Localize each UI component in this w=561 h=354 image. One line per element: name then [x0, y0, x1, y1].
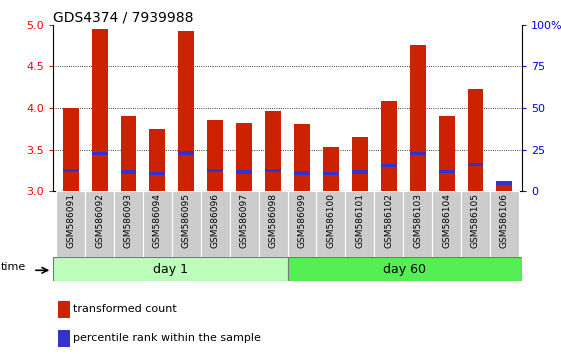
Bar — [178, 30, 194, 191]
Bar — [114, 191, 143, 257]
Text: day 1: day 1 — [153, 263, 188, 275]
Text: GDS4374 / 7939988: GDS4374 / 7939988 — [53, 11, 194, 25]
Bar — [288, 191, 316, 257]
Bar — [439, 170, 454, 173]
Text: GSM586093: GSM586093 — [124, 193, 133, 248]
Bar — [374, 191, 403, 257]
Bar — [323, 147, 339, 191]
Bar — [287, 257, 522, 281]
Bar — [346, 191, 374, 257]
Text: GSM586101: GSM586101 — [355, 193, 364, 248]
Text: day 60: day 60 — [383, 263, 426, 275]
Text: GSM586105: GSM586105 — [471, 193, 480, 248]
Bar — [63, 108, 79, 191]
Bar — [461, 191, 490, 257]
Bar — [352, 137, 368, 191]
Text: GSM586104: GSM586104 — [442, 193, 451, 248]
Bar — [381, 164, 397, 167]
Bar — [58, 301, 70, 318]
Bar — [56, 191, 85, 257]
Bar — [53, 257, 287, 281]
Bar — [149, 172, 165, 175]
Text: GSM586096: GSM586096 — [211, 193, 220, 248]
Text: time: time — [1, 262, 26, 272]
Text: GSM586092: GSM586092 — [95, 193, 104, 248]
Bar — [236, 170, 252, 174]
Bar — [229, 191, 259, 257]
Bar — [410, 152, 426, 155]
Bar — [63, 169, 79, 172]
Bar — [121, 116, 136, 191]
Bar — [178, 151, 194, 155]
Bar — [207, 120, 223, 191]
Bar — [410, 45, 426, 191]
Text: transformed count: transformed count — [73, 304, 177, 314]
Text: GSM586103: GSM586103 — [413, 193, 422, 248]
Bar — [172, 191, 201, 257]
Text: GSM586100: GSM586100 — [327, 193, 335, 248]
Bar — [85, 191, 114, 257]
Bar — [265, 111, 281, 191]
Bar — [236, 123, 252, 191]
Bar — [381, 101, 397, 191]
Bar — [316, 191, 346, 257]
Bar — [143, 191, 172, 257]
Bar — [439, 116, 454, 191]
Bar — [201, 191, 229, 257]
Text: GSM586098: GSM586098 — [269, 193, 278, 248]
Text: GSM586097: GSM586097 — [240, 193, 249, 248]
Bar — [352, 170, 368, 174]
Bar — [149, 129, 165, 191]
Bar — [467, 89, 484, 191]
Bar — [294, 171, 310, 175]
Bar — [403, 191, 432, 257]
Bar — [207, 169, 223, 172]
Text: GSM586094: GSM586094 — [153, 193, 162, 248]
Text: GSM586099: GSM586099 — [297, 193, 306, 248]
Bar — [91, 29, 108, 191]
Text: GSM586091: GSM586091 — [66, 193, 75, 248]
Bar — [294, 124, 310, 191]
Bar — [496, 181, 512, 184]
Text: percentile rank within the sample: percentile rank within the sample — [73, 333, 261, 343]
Bar — [496, 183, 512, 191]
Bar — [432, 191, 461, 257]
Bar — [121, 170, 136, 174]
Bar — [323, 172, 339, 175]
Bar — [91, 152, 108, 155]
Bar — [490, 191, 519, 257]
Bar — [265, 169, 281, 172]
Bar — [58, 330, 70, 347]
Bar — [467, 163, 484, 166]
Text: GSM586095: GSM586095 — [182, 193, 191, 248]
Text: GSM586106: GSM586106 — [500, 193, 509, 248]
Bar — [259, 191, 287, 257]
Text: GSM586102: GSM586102 — [384, 193, 393, 248]
